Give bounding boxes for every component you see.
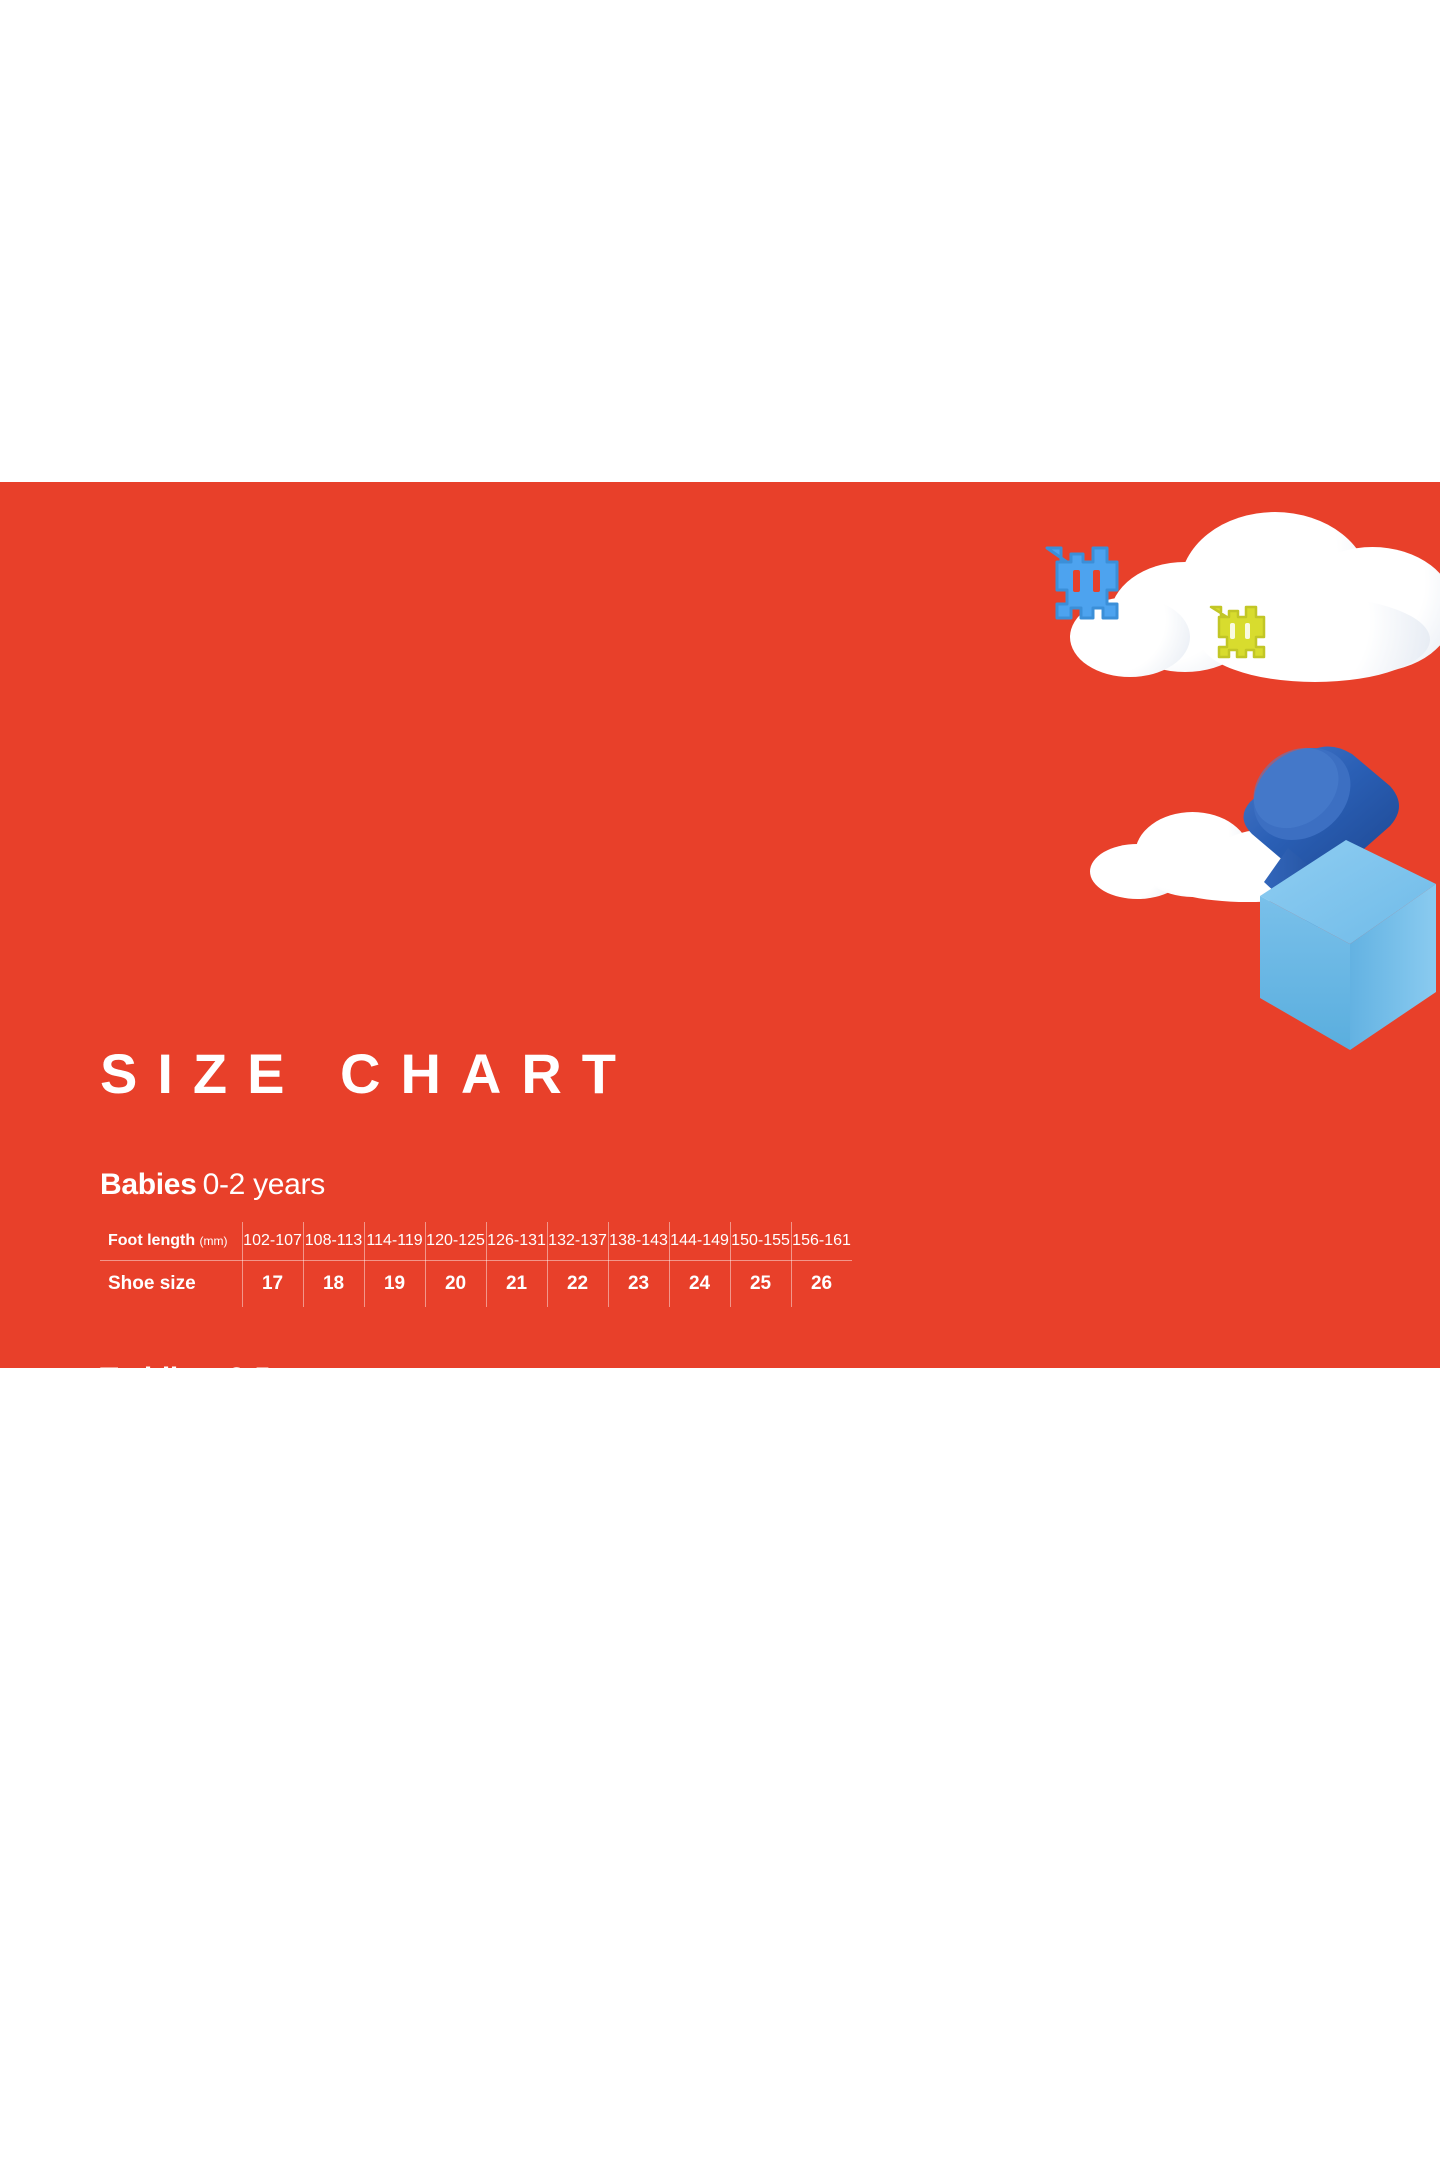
section-age-range: 2-5 years <box>228 1362 351 1369</box>
table-cell: 26 <box>810 1273 833 1294</box>
table-cell: 19 <box>364 1260 426 1307</box>
table-cell: 25 <box>730 1260 792 1307</box>
section-group-name: Toddlers <box>100 1362 222 1369</box>
table-cell: 17 <box>242 1260 304 1307</box>
page-title: SIZE CHART <box>100 1042 636 1105</box>
table-cell: 21 <box>486 1260 548 1307</box>
table-cell: 150-155 <box>730 1222 792 1261</box>
table-cell: 156-161 <box>791 1222 852 1261</box>
cloud-top-illustration <box>1050 502 1440 682</box>
invader-blue-icon <box>1045 546 1119 620</box>
table-cell: 20 <box>425 1260 487 1307</box>
foot-length-label: Foot length <box>108 1232 196 1249</box>
cloud-bottom-illustration <box>1080 802 1360 902</box>
table-cell: 24 <box>669 1260 731 1307</box>
table-cell: 108-113 <box>303 1222 365 1261</box>
table-cell: 132-137 <box>547 1222 609 1261</box>
table-cell: 23 <box>608 1260 670 1307</box>
section-heading-babies: Babies 0-2 years <box>100 1170 325 1200</box>
foot-length-unit: (mm) <box>199 1234 228 1248</box>
table-cell: 102-107 <box>242 1222 304 1261</box>
section-age-range: 0-2 years <box>202 1168 326 1201</box>
size-chart-panel: SIZE CHART Babies 0-2 years Foot length (… <box>0 482 1440 1368</box>
cube-stamp-illustration <box>1243 746 1436 1050</box>
invader-yellow-icon <box>1209 605 1266 659</box>
size-table-babies: Foot length (mm) 102-107 108-113 114-119… <box>100 1222 852 1307</box>
section-heading-toddlers: Toddlers 2-5 years <box>100 1362 351 1369</box>
table-cell: 144-149 <box>669 1222 731 1261</box>
table-row-shoe-size: Shoe size 17 18 19 20 21 22 23 24 25 26 <box>100 1260 852 1307</box>
table-cell: 126-131 <box>486 1222 548 1261</box>
row-label-foot-length: Foot length (mm) <box>100 1222 243 1261</box>
row-label-shoe-size: Shoe size <box>100 1260 243 1307</box>
table-row-foot-length: Foot length (mm) 102-107 108-113 114-119… <box>100 1222 852 1261</box>
table-cell: 22 <box>547 1260 609 1307</box>
table-cell: 138-143 <box>608 1222 670 1261</box>
section-group-name: Babies <box>100 1168 197 1201</box>
table-cell: 18 <box>303 1260 365 1307</box>
table-cell: 114-119 <box>364 1222 426 1261</box>
table-cell: 120-125 <box>425 1222 487 1261</box>
